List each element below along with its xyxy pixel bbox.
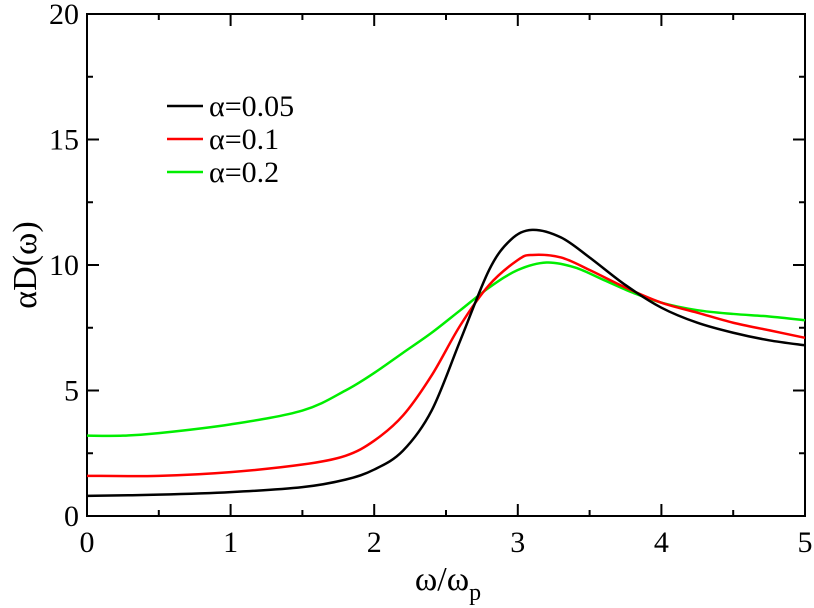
plot-frame — [86, 13, 806, 517]
x-tick-label: 2 — [367, 526, 382, 559]
y-tick-label: 5 — [64, 375, 79, 408]
series-line-1 — [86, 253, 806, 478]
x-axis-title: ω/ωp — [415, 561, 481, 606]
axis-ticks: 0 1 2 3 4 5 0 5 10 15 20 — [49, 0, 813, 559]
y-tick-label: 20 — [49, 0, 79, 31]
y-tick-label: 15 — [49, 124, 79, 157]
x-axis-title-main: ω/ω — [415, 561, 469, 598]
series-line-0 — [86, 228, 806, 498]
y-tick-label: 10 — [49, 249, 79, 282]
x-axis-title-subscript: p — [469, 580, 481, 606]
legend-label-0: α=0.05 — [209, 90, 294, 123]
legend-label-1: α=0.1 — [209, 123, 279, 156]
series-layer — [86, 228, 806, 498]
legend: α=0.05α=0.1α=0.2 — [167, 90, 294, 189]
x-tick-label: 1 — [223, 526, 238, 559]
legend-label-2: α=0.2 — [209, 156, 279, 189]
y-tick-label: 0 — [64, 500, 79, 533]
y-axis-title: αD(ω) — [7, 221, 44, 308]
series-line-2 — [86, 261, 806, 438]
x-tick-label: 4 — [654, 526, 669, 559]
x-tick-label: 3 — [510, 526, 525, 559]
x-tick-label: 5 — [798, 526, 813, 559]
x-tick-label: 0 — [80, 526, 95, 559]
